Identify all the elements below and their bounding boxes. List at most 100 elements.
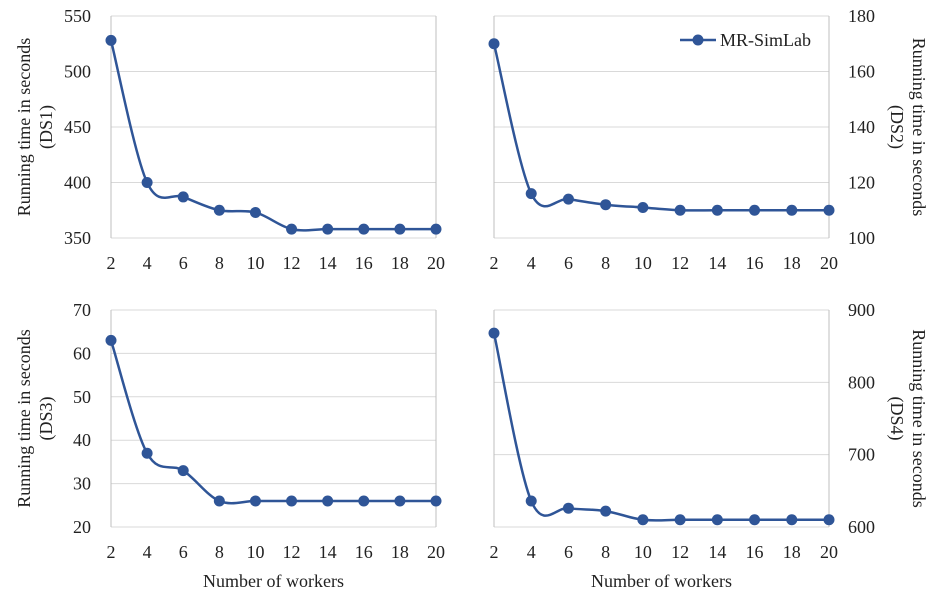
y-axis-title-line: Running time in seconds xyxy=(909,329,929,508)
x-tick-label: 6 xyxy=(179,253,188,273)
x-tick-label: 4 xyxy=(143,542,152,562)
data-point xyxy=(525,495,537,507)
data-point xyxy=(322,223,334,235)
chart-panel-1: 350 400 450 500 550 2 4 6 8 10 12 14 16 18 20 Running t… xyxy=(14,6,445,273)
x-tick-label: 4 xyxy=(527,253,536,273)
x-tick-label: 6 xyxy=(564,253,573,273)
y-tick-label: 50 xyxy=(73,387,91,407)
legend-marker xyxy=(692,34,704,46)
y-tick-label: 70 xyxy=(73,300,91,320)
data-point xyxy=(525,188,537,200)
legend-label: MR-SimLab xyxy=(720,30,811,50)
x-tick-label: 2 xyxy=(490,253,499,273)
chart-panel-3: 20 30 40 50 60 70 2 4 6 8 10 12 14 16 18 20 Running time… xyxy=(14,300,445,591)
y-axis-title-line: (DS4) xyxy=(886,397,907,441)
x-tick-label: 2 xyxy=(107,542,116,562)
data-point xyxy=(430,495,442,507)
data-point xyxy=(141,177,153,188)
x-tick-label: 16 xyxy=(746,253,764,273)
data-point xyxy=(711,204,723,216)
x-tick-label: 6 xyxy=(179,542,188,562)
data-point xyxy=(213,204,225,216)
y-tick-label: 40 xyxy=(73,430,91,450)
y-axis-title: Running time in seconds (DS1) xyxy=(14,38,57,217)
y-axis-title: Running time in seconds(DS2) xyxy=(886,38,929,217)
y-tick-label: 160 xyxy=(848,62,875,82)
y-tick-label: 20 xyxy=(73,517,91,537)
x-axis-title: Number of workers xyxy=(591,571,732,591)
y-axis-title-line: Running time in seconds xyxy=(14,38,34,217)
x-tick-label: 10 xyxy=(634,542,652,562)
y-tick-label: 60 xyxy=(73,343,91,363)
data-point xyxy=(711,514,723,526)
x-tick-label: 18 xyxy=(391,542,409,562)
data-point xyxy=(600,505,612,517)
data-point xyxy=(823,204,835,216)
x-tick-label: 16 xyxy=(746,542,764,562)
data-point xyxy=(105,334,117,346)
data-point xyxy=(488,38,500,50)
x-tick-label: 12 xyxy=(283,253,301,273)
x-tick-label: 12 xyxy=(671,542,689,562)
data-point xyxy=(786,204,798,216)
series-line xyxy=(492,332,829,522)
x-tick-label: 16 xyxy=(355,542,373,562)
x-tick-label: 20 xyxy=(427,542,445,562)
x-tick-label: 12 xyxy=(671,253,689,273)
data-point xyxy=(286,223,298,235)
data-point xyxy=(674,204,686,216)
data-point xyxy=(177,465,189,477)
data-point xyxy=(177,191,189,203)
y-axis-title-line: (DS1) xyxy=(36,105,57,149)
x-tick-label: 20 xyxy=(427,253,445,273)
x-tick-label: 16 xyxy=(355,253,373,273)
x-tick-label: 4 xyxy=(143,253,152,273)
x-tick-label: 8 xyxy=(215,542,224,562)
y-tick-label: 800 xyxy=(848,372,875,392)
data-point xyxy=(749,204,761,216)
x-tick-label: 2 xyxy=(107,253,116,273)
y-axis-title-line: (DS3) xyxy=(36,396,57,440)
y-tick-label: 30 xyxy=(73,474,91,494)
y-tick-label: 140 xyxy=(848,117,875,137)
y-axis-title-line: Running time in seconds xyxy=(909,38,929,217)
series-line xyxy=(109,339,436,505)
x-tick-label: 14 xyxy=(319,253,337,273)
y-tick-label: 450 xyxy=(64,117,91,137)
y-tick-label: 600 xyxy=(848,517,875,537)
x-tick-label: 8 xyxy=(601,542,610,562)
y-axis-title: Running time in seconds (DS3) xyxy=(14,329,57,508)
x-tick-label: 12 xyxy=(283,542,301,562)
data-point xyxy=(637,514,649,526)
data-point xyxy=(786,514,798,526)
y-axis-title-line: (DS2) xyxy=(886,105,907,149)
x-tick-label: 14 xyxy=(319,542,337,562)
x-tick-label: 8 xyxy=(215,253,224,273)
x-tick-label: 14 xyxy=(708,253,726,273)
x-tick-label: 20 xyxy=(820,253,838,273)
data-point xyxy=(823,514,835,526)
y-axis-title-line: Running time in seconds xyxy=(14,329,34,508)
x-tick-label: 10 xyxy=(246,253,264,273)
y-tick-label: 180 xyxy=(848,6,875,26)
data-point xyxy=(562,193,574,205)
data-point xyxy=(358,223,370,235)
y-tick-label: 400 xyxy=(64,173,91,193)
y-tick-label: 100 xyxy=(848,228,875,248)
y-tick-label: 500 xyxy=(64,62,91,82)
data-point xyxy=(249,495,261,507)
data-point xyxy=(674,514,686,526)
x-tick-label: 14 xyxy=(708,542,726,562)
x-tick-label: 8 xyxy=(601,253,610,273)
x-tick-label: 10 xyxy=(634,253,652,273)
x-tick-label: 6 xyxy=(564,542,573,562)
data-point xyxy=(562,502,574,514)
x-tick-label: 4 xyxy=(527,542,536,562)
data-point xyxy=(637,201,649,213)
x-tick-label: 18 xyxy=(391,253,409,273)
x-tick-label: 18 xyxy=(783,542,801,562)
y-tick-label: 900 xyxy=(848,300,875,320)
data-point xyxy=(600,199,612,211)
data-point xyxy=(213,495,225,507)
